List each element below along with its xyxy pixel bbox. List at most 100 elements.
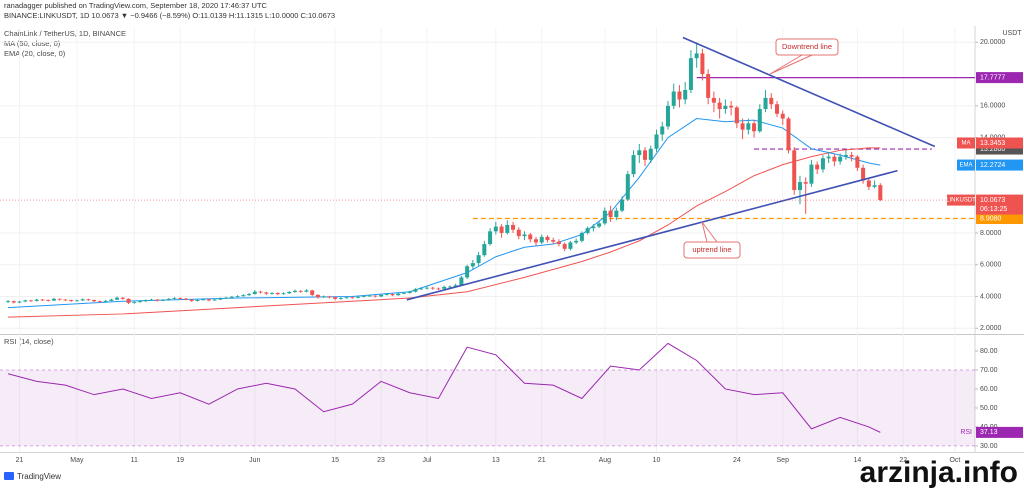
- candle-body: [505, 224, 510, 233]
- callout-pointer: [701, 221, 718, 243]
- candle: [281, 292, 286, 295]
- candle-body: [792, 150, 797, 191]
- candle-body: [103, 300, 108, 302]
- price-tag: [976, 212, 1023, 224]
- candle: [631, 150, 636, 178]
- candle-body: [608, 210, 613, 218]
- candle: [843, 150, 848, 160]
- candle-body: [591, 226, 596, 229]
- candle-body: [57, 298, 62, 300]
- candle-body: [247, 294, 252, 296]
- price-tag: [976, 137, 1023, 149]
- candle: [172, 297, 177, 300]
- candle-body: [11, 301, 16, 303]
- x-tick-label: Sep: [777, 457, 790, 464]
- candle: [688, 50, 693, 94]
- candle-body: [866, 180, 871, 187]
- candle-body: [413, 289, 418, 292]
- candle: [511, 221, 516, 233]
- candle: [556, 239, 561, 247]
- brand-logo: [4, 472, 14, 480]
- candle-body: [533, 239, 539, 243]
- candle-body: [17, 301, 22, 303]
- candle: [201, 298, 206, 301]
- candle-body: [235, 296, 240, 297]
- candle: [407, 290, 412, 294]
- candle-body: [327, 296, 332, 298]
- candle-body: [373, 295, 378, 297]
- candle-body: [752, 123, 757, 132]
- candle-body: [350, 297, 355, 299]
- candle: [103, 299, 108, 303]
- price-tag-label: 17.7777: [980, 74, 1005, 81]
- candle: [115, 296, 120, 301]
- price-tag-label: 12.2724: [980, 162, 1005, 169]
- candle: [11, 300, 16, 304]
- candle: [442, 285, 447, 290]
- publisher: ranadagger published on TradingView.com,…: [4, 1, 268, 10]
- candle: [390, 293, 395, 297]
- candle: [694, 42, 699, 68]
- candle: [86, 298, 91, 301]
- callout-label: Downtrend line: [782, 42, 832, 51]
- candle-body: [51, 298, 56, 301]
- y-tick-label: 20.0000: [980, 39, 1005, 46]
- x-tick-label: May: [70, 457, 84, 464]
- candle: [562, 242, 567, 252]
- candle: [23, 299, 28, 303]
- candle: [138, 300, 143, 303]
- candle: [57, 298, 62, 301]
- candle: [264, 291, 269, 295]
- candle: [780, 110, 785, 125]
- watermark: arzinja.info: [860, 456, 1018, 488]
- candle-body: [109, 299, 114, 301]
- candle-body: [453, 285, 458, 287]
- candle-body: [160, 299, 165, 301]
- candle-body: [780, 113, 785, 119]
- candle: [413, 288, 418, 293]
- candle-body: [723, 105, 728, 110]
- candle-body: [424, 287, 429, 289]
- candle: [126, 298, 131, 305]
- price-tag-label: 13.3453: [980, 140, 1005, 147]
- callout-box: [683, 241, 741, 259]
- brand: TradingView: [17, 472, 61, 481]
- candle: [69, 299, 74, 302]
- candle-body: [476, 255, 481, 264]
- candle-body: [620, 199, 625, 211]
- candle: [270, 292, 275, 295]
- candle: [482, 240, 487, 257]
- candle: [763, 89, 768, 113]
- candle-body: [344, 297, 349, 299]
- price-tag: [976, 72, 1023, 84]
- candle: [235, 295, 240, 298]
- candle: [396, 292, 401, 296]
- candle: [436, 287, 441, 291]
- x-tick-label: 21: [538, 457, 546, 464]
- candle: [820, 155, 825, 173]
- candle-body: [258, 291, 263, 293]
- candle: [792, 147, 797, 195]
- x-tick-label: Oct: [949, 457, 960, 464]
- candle-body: [172, 298, 177, 299]
- candle-body: [132, 302, 137, 303]
- candle: [539, 234, 544, 245]
- candle-body: [706, 74, 711, 98]
- candle: [321, 295, 326, 299]
- candle: [6, 299, 11, 304]
- candle-body: [390, 294, 395, 296]
- candle-body: [539, 236, 544, 243]
- candle-body: [849, 155, 854, 157]
- x-tick-label: 22: [899, 457, 907, 464]
- candle: [350, 296, 355, 299]
- x-tick-label: Jun: [249, 457, 260, 464]
- candle-body: [23, 300, 28, 302]
- candle: [545, 235, 550, 243]
- candle-body: [838, 156, 843, 162]
- candle: [80, 298, 85, 301]
- candle: [465, 264, 470, 279]
- candle: [258, 290, 263, 294]
- candle: [832, 154, 837, 167]
- candle: [109, 298, 114, 302]
- candle-body: [80, 299, 85, 301]
